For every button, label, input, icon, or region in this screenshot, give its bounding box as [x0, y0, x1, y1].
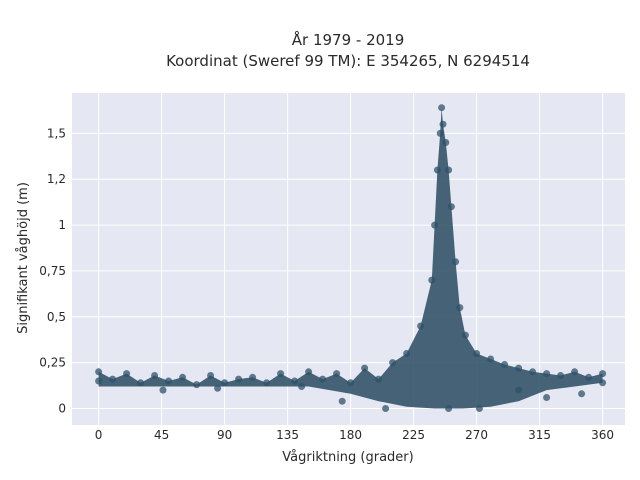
data-point	[543, 370, 551, 378]
y-tick-label: 1	[58, 218, 66, 232]
y-tick-label: 0,5	[47, 310, 66, 324]
data-point	[445, 405, 453, 412]
data-point	[557, 372, 565, 379]
data-point	[375, 375, 383, 383]
data-point	[389, 359, 397, 367]
data-point	[529, 368, 537, 376]
y-tick-label: 0	[58, 401, 66, 415]
data-point	[305, 368, 313, 376]
x-axis-ticks: 0 45 90 135 180 225 270 315 360	[95, 428, 614, 442]
data-point	[461, 331, 469, 339]
chart-title-line-2: Koordinat (Sweref 99 TM): E 354265, N 62…	[166, 52, 530, 70]
data-point	[338, 397, 346, 405]
data-point	[382, 405, 390, 412]
data-point	[333, 370, 341, 378]
data-point	[159, 386, 167, 394]
data-point	[442, 139, 450, 146]
data-point	[487, 355, 495, 363]
data-point	[417, 322, 425, 330]
x-tick-label: 90	[217, 428, 232, 442]
data-point	[403, 350, 411, 357]
data-point	[433, 166, 441, 174]
data-point	[599, 379, 607, 387]
data-point	[571, 368, 579, 376]
x-tick-label: 0	[95, 428, 103, 442]
y-axis-title: Signifikant våghöjd (m)	[16, 182, 31, 334]
y-tick-label: 0,75	[39, 264, 66, 278]
data-point	[438, 104, 446, 112]
grid-lines	[72, 93, 625, 425]
x-tick-label: 360	[591, 428, 614, 442]
data-point	[447, 203, 455, 211]
y-tick-label: 1,2	[47, 172, 66, 186]
data-point	[277, 370, 285, 378]
data-point	[347, 379, 355, 387]
data-point	[109, 375, 117, 383]
x-tick-label: 270	[465, 428, 488, 442]
y-tick-label: 0,25	[39, 356, 66, 370]
data-point	[361, 364, 369, 372]
x-tick-label: 45	[154, 428, 169, 442]
data-point	[207, 372, 215, 379]
data-point	[123, 370, 131, 378]
data-point	[475, 405, 483, 412]
data-point	[456, 304, 464, 312]
data-point	[445, 166, 453, 174]
data-point	[298, 383, 306, 390]
chart-title-line-1: År 1979 - 2019	[292, 30, 405, 49]
data-point	[473, 350, 481, 357]
data-point	[436, 129, 444, 137]
data-point	[263, 379, 271, 387]
data-point	[95, 368, 103, 376]
y-axis-ticks: 0 0,25 0,5 0,75 1 1,2 1,5	[39, 126, 66, 415]
x-tick-label: 180	[339, 428, 362, 442]
data-point	[439, 120, 447, 128]
data-point	[599, 370, 607, 378]
data-point	[428, 276, 436, 284]
data-point	[151, 372, 159, 379]
x-axis-title: Vågriktning (grader)	[282, 450, 413, 465]
data-point	[179, 373, 187, 381]
data-point	[291, 377, 299, 385]
data-point	[214, 384, 222, 392]
data-point	[501, 361, 509, 368]
data-point	[578, 390, 586, 398]
data-point	[249, 373, 257, 381]
data-point	[137, 379, 145, 387]
point-density-band	[98, 107, 603, 409]
data-point	[585, 373, 593, 381]
data-point	[95, 377, 103, 385]
data-point	[543, 394, 551, 401]
x-tick-label: 225	[402, 428, 425, 442]
data-point	[165, 377, 173, 385]
data-point	[452, 258, 460, 266]
data-point	[221, 379, 229, 387]
data-point	[235, 375, 243, 383]
data-point	[319, 375, 327, 383]
data-points	[95, 104, 607, 412]
data-point	[515, 386, 523, 394]
y-tick-label: 1,5	[47, 126, 66, 140]
data-point	[515, 364, 523, 372]
data-point	[431, 221, 439, 229]
x-tick-label: 135	[276, 428, 299, 442]
data-point	[193, 381, 201, 389]
x-tick-label: 315	[528, 428, 551, 442]
